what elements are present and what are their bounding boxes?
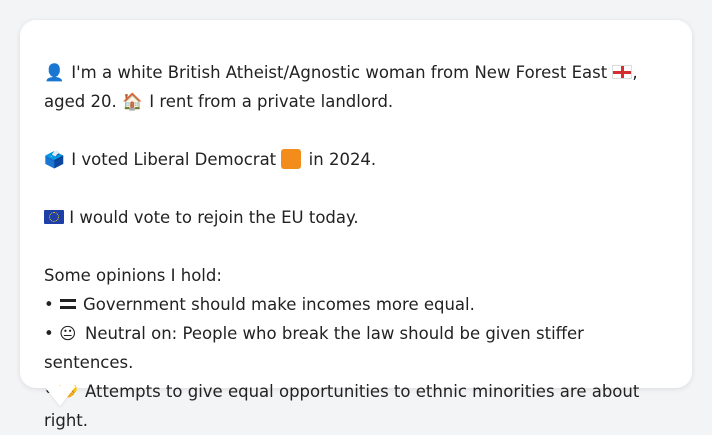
opinion-item: • 😐 Neutral on: People who break the law …: [44, 319, 668, 377]
equals-icon: [59, 299, 76, 309]
ballot-box-icon: 🗳️: [44, 150, 65, 169]
england-flag-icon: [612, 65, 633, 79]
eu-paragraph: I would vote to rejoin the EU today.: [44, 203, 668, 232]
person-icon: 👤: [44, 63, 65, 82]
house-icon: 🏠: [121, 92, 143, 111]
speech-bubble-tail: [44, 386, 76, 406]
vote-paragraph: 🗳️ I voted Liberal Democrat in 2024.: [44, 145, 668, 174]
opinion-text: Attempts to give equal opportunities to …: [44, 382, 640, 430]
age-text: aged 20.: [44, 92, 117, 111]
identity-text: I'm a white British Atheist/Agnostic wom…: [71, 63, 608, 82]
profile-card: 👤 I'm a white British Atheist/Agnostic w…: [20, 20, 692, 430]
tenure-text: I rent from a private landlord.: [149, 92, 394, 111]
opinion-item: • Government should make incomes more eq…: [44, 290, 668, 319]
identity-paragraph: 👤 I'm a white British Atheist/Agnostic w…: [44, 58, 668, 116]
opinions-heading: Some opinions I hold:: [44, 266, 222, 285]
identity-comma: ,: [632, 63, 638, 82]
bullet: •: [44, 295, 54, 314]
opinion-item: • 🤝 Attempts to give equal opportunities …: [44, 377, 668, 435]
orange-square-icon: [281, 149, 302, 169]
vote-text: I voted Liberal Democrat: [71, 150, 277, 169]
neutral-face-icon: 😐: [59, 324, 77, 343]
opinion-text: Government should make incomes more equa…: [82, 295, 475, 314]
vote-year-text: in 2024.: [308, 150, 377, 169]
bullet: •: [44, 324, 54, 343]
eu-flag-icon: [44, 210, 64, 224]
eu-text: I would vote to rejoin the EU today.: [69, 208, 359, 227]
opinion-text: Neutral on: People who break the law sho…: [44, 324, 584, 372]
